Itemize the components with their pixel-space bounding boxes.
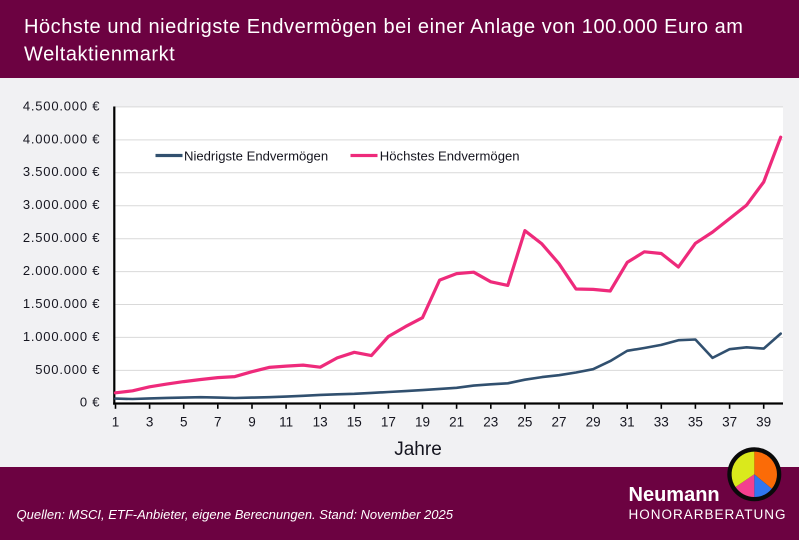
svg-text:39: 39 xyxy=(756,414,771,429)
svg-text:HONORARBERATUNG: HONORARBERATUNG xyxy=(629,507,787,522)
svg-text:37: 37 xyxy=(722,414,737,429)
svg-text:Jahre: Jahre xyxy=(394,439,442,460)
svg-text:4.500.000 €: 4.500.000 € xyxy=(23,98,100,113)
svg-text:19: 19 xyxy=(415,414,430,429)
svg-text:Weltaktienmarkt: Weltaktienmarkt xyxy=(24,44,175,66)
svg-text:7: 7 xyxy=(214,414,222,429)
svg-text:Niedrigste Endvermögen: Niedrigste Endvermögen xyxy=(184,148,328,163)
svg-text:13: 13 xyxy=(313,414,328,429)
svg-text:15: 15 xyxy=(347,414,362,429)
svg-text:29: 29 xyxy=(586,414,601,429)
svg-text:1.500.000 €: 1.500.000 € xyxy=(23,296,100,311)
svg-text:Höchste und niedrigste Endverm: Höchste und niedrigste Endvermögen bei e… xyxy=(24,16,744,38)
svg-text:Quellen: MSCI, ETF-Anbieter, e: Quellen: MSCI, ETF-Anbieter, eigene Bere… xyxy=(17,507,454,522)
svg-text:2.000.000 €: 2.000.000 € xyxy=(23,263,100,278)
svg-text:1: 1 xyxy=(112,414,120,429)
svg-text:4.000.000 €: 4.000.000 € xyxy=(23,131,100,146)
svg-text:2.500.000 €: 2.500.000 € xyxy=(23,230,100,245)
svg-text:0 €: 0 € xyxy=(80,395,100,410)
svg-text:33: 33 xyxy=(654,414,669,429)
svg-text:3.000.000 €: 3.000.000 € xyxy=(23,197,100,212)
svg-text:35: 35 xyxy=(688,414,703,429)
svg-text:1.000.000 €: 1.000.000 € xyxy=(23,329,100,344)
svg-text:3.500.000 €: 3.500.000 € xyxy=(23,164,100,179)
svg-text:11: 11 xyxy=(279,414,293,429)
svg-text:Neumann: Neumann xyxy=(629,484,720,506)
svg-text:9: 9 xyxy=(248,414,256,429)
svg-text:3: 3 xyxy=(146,414,154,429)
svg-text:500.000 €: 500.000 € xyxy=(35,362,100,377)
svg-text:27: 27 xyxy=(551,414,566,429)
svg-text:23: 23 xyxy=(483,414,498,429)
svg-text:31: 31 xyxy=(620,414,635,429)
svg-text:Höchstes Endvermögen: Höchstes Endvermögen xyxy=(380,148,520,163)
svg-text:17: 17 xyxy=(381,414,396,429)
svg-text:5: 5 xyxy=(180,414,188,429)
svg-text:21: 21 xyxy=(449,414,464,429)
svg-text:25: 25 xyxy=(517,414,532,429)
